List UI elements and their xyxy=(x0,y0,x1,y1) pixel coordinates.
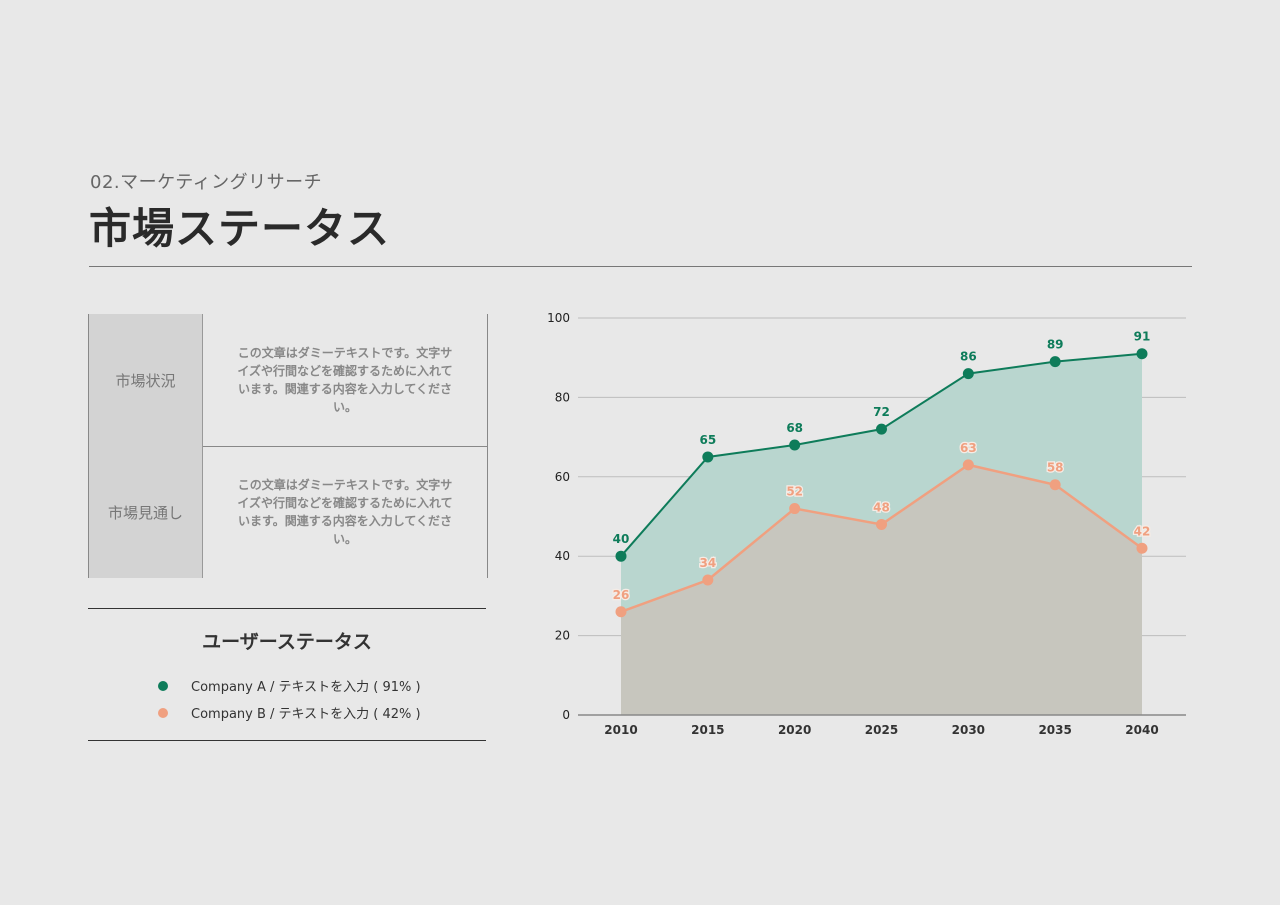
page-title: 市場ステータス xyxy=(89,204,391,253)
data-label: 68 xyxy=(786,421,803,435)
data-point xyxy=(1136,542,1148,554)
data-point xyxy=(615,606,627,618)
data-point xyxy=(962,459,974,471)
data-label: 52 xyxy=(786,485,803,499)
data-label: 72 xyxy=(873,405,890,419)
data-label: 58 xyxy=(1047,461,1064,475)
legend-dot-icon xyxy=(158,680,168,691)
data-point xyxy=(962,368,974,380)
data-label: 48 xyxy=(873,500,890,514)
data-point xyxy=(702,574,714,586)
data-point xyxy=(789,503,801,515)
legend-item-company-b: Company B / テキストを入力 ( 42% ) xyxy=(158,703,421,722)
x-tick-label: 2015 xyxy=(691,723,724,737)
y-tick-label: 60 xyxy=(555,470,570,484)
status-row-text: この文章はダミーテキストです。文字サイズや行間などを確認するために入れています。… xyxy=(237,478,453,546)
data-label: 65 xyxy=(699,433,716,447)
status-row-text: この文章はダミーテキストです。文字サイズや行間などを確認するために入れています。… xyxy=(237,346,453,414)
data-point xyxy=(876,423,887,435)
market-status-table: 市場状況 この文章はダミーテキストです。文字サイズや行間などを確認するために入れ… xyxy=(88,314,488,578)
data-label: 40 xyxy=(613,532,630,546)
data-point xyxy=(615,550,627,562)
x-tick-label: 2010 xyxy=(604,723,637,737)
legend-item-label: Company A / テキストを入力 ( 91% ) xyxy=(191,680,421,695)
status-row-market-outlook: 市場見通し この文章はダミーテキストです。文字サイズや行間などを確認するために入… xyxy=(89,446,487,578)
series-area-1 xyxy=(621,464,1142,715)
y-tick-label: 80 xyxy=(555,390,570,404)
x-tick-label: 2035 xyxy=(1038,723,1071,737)
data-point xyxy=(702,451,714,463)
legend-item-company-a: Company A / テキストを入力 ( 91% ) xyxy=(158,676,421,695)
point-layer xyxy=(615,348,1148,618)
y-tick-label: 20 xyxy=(555,629,570,643)
page-subtitle: 02.マーケティングリサーチ xyxy=(90,172,323,193)
data-label: 91 xyxy=(1134,330,1151,344)
legend-title: ユーザーステータス xyxy=(202,631,372,653)
x-tick-label: 2020 xyxy=(778,723,811,737)
data-label: 86 xyxy=(960,350,977,364)
area-layer xyxy=(621,353,1142,715)
legend-dot-icon xyxy=(158,707,168,718)
data-label: 26 xyxy=(613,588,630,602)
data-point xyxy=(1136,348,1148,360)
status-row-label: 市場見通し xyxy=(89,446,203,578)
y-tick-label: 40 xyxy=(555,549,570,563)
x-tick-label: 2030 xyxy=(952,723,985,737)
header-divider xyxy=(89,266,1192,267)
status-row-label: 市場状況 xyxy=(89,314,203,446)
data-label: 63 xyxy=(960,441,977,455)
y-tick-label: 100 xyxy=(547,311,570,325)
data-label: 42 xyxy=(1134,524,1151,538)
data-point xyxy=(876,518,887,530)
data-point xyxy=(1049,479,1061,491)
status-row-market-condition: 市場状況 この文章はダミーテキストです。文字サイズや行間などを確認するために入れ… xyxy=(89,314,487,447)
data-label: 89 xyxy=(1047,338,1064,352)
y-tick-label: 0 xyxy=(562,708,570,722)
x-tick-label: 2040 xyxy=(1125,723,1158,737)
data-label-layer: 40 65 68 72 86 89 91 26 34 52 48 63 58 42 xyxy=(611,330,1151,603)
data-point xyxy=(1049,356,1061,368)
x-tick-label: 2025 xyxy=(865,723,898,737)
data-label: 34 xyxy=(699,556,716,570)
legend-item-label: Company B / テキストを入力 ( 42% ) xyxy=(191,707,421,722)
user-status-legend: ユーザーステータス Company A / テキストを入力 ( 91% ) Co… xyxy=(88,608,486,741)
data-point xyxy=(789,439,801,451)
